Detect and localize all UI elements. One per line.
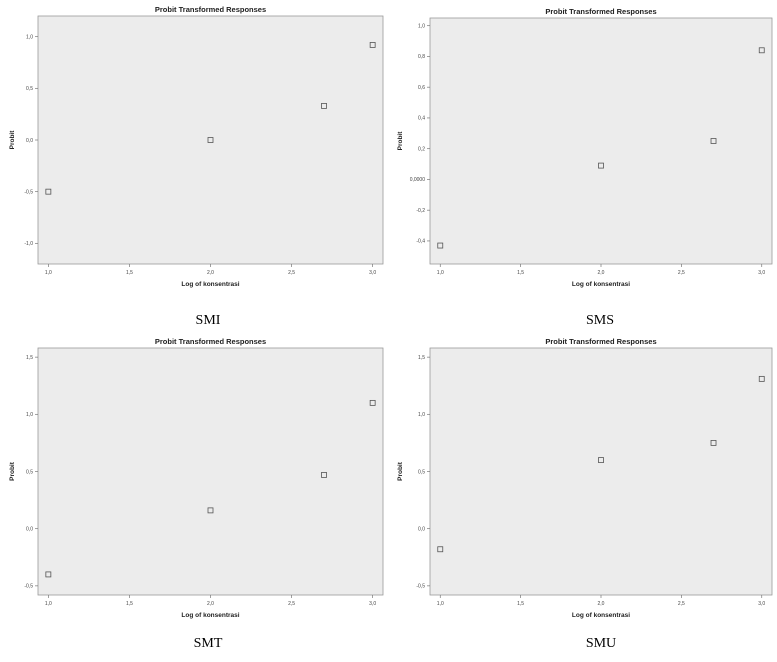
y-tick-label: 0,0 <box>26 526 33 532</box>
plot-area <box>429 17 773 265</box>
data-point <box>45 188 52 195</box>
chart-sms: Probit Transformed Responses Log of konse… <box>397 7 773 288</box>
y-tick-label: 0,0 <box>26 138 33 144</box>
chart-title: Probit Transformed Responses <box>155 337 266 346</box>
y-tick-label: 1,0 <box>418 23 425 29</box>
chart-title: Probit Transformed Responses <box>545 337 656 346</box>
x-tick-label: 1,0 <box>437 270 444 276</box>
y-tick-label: -0,2 <box>416 208 425 214</box>
y-tick-label: 1,5 <box>26 355 33 361</box>
plot-area <box>37 347 384 596</box>
plot-area <box>37 15 384 265</box>
x-tick-label: 2,5 <box>678 270 685 276</box>
chart-title: Probit Transformed Responses <box>545 7 656 16</box>
x-axis-label: Log of konsentrasi <box>181 281 239 288</box>
chart-smi: Probit Transformed Responses Log of konse… <box>9 5 384 288</box>
x-axis-label: Log of konsentrasi <box>572 612 630 619</box>
data-point <box>758 47 765 54</box>
y-tick-label: -1,0 <box>24 241 33 247</box>
data-point <box>598 457 604 463</box>
caption-smt: SMT <box>193 636 223 651</box>
y-tick-label: 0,0000 <box>410 177 426 183</box>
data-point <box>207 137 214 143</box>
chart-title: Probit Transformed Responses <box>155 5 266 14</box>
y-tick-label: 0,6 <box>418 85 425 91</box>
y-axis-label: Probit <box>397 461 404 481</box>
y-axis-label: Probit <box>9 130 16 150</box>
data-point <box>207 507 214 514</box>
chart-panel-sms: Probit Transformed Responses Log of konse… <box>388 0 777 312</box>
chart-panel-smt: Probit Transformed Responses Log of konse… <box>0 333 388 636</box>
data-point <box>598 162 604 169</box>
x-tick-label: 1,0 <box>437 601 444 607</box>
data-point <box>758 375 765 382</box>
x-tick-label: 1,0 <box>45 601 52 607</box>
y-tick-label: 0,0 <box>418 526 425 532</box>
caption-sms: SMS <box>585 313 615 328</box>
y-tick-label: 0,2 <box>418 146 425 152</box>
x-tick-label: 1,0 <box>45 270 52 276</box>
caption-smu: SMU <box>585 636 617 651</box>
chart-panel-smu: Probit Transformed Responses Log of konse… <box>388 333 777 636</box>
plot-area <box>429 347 773 596</box>
data-point <box>710 138 717 144</box>
data-point <box>321 103 327 109</box>
y-tick-label: 0,8 <box>418 54 425 60</box>
chart-smu: Probit Transformed Responses Log of konse… <box>397 337 773 619</box>
y-tick-label: 0,5 <box>26 86 33 92</box>
y-tick-label: -0,4 <box>416 239 425 245</box>
caption-smi: SMI <box>195 313 221 328</box>
x-tick-label: 1,5 <box>126 270 133 276</box>
x-tick-label: 2,5 <box>288 601 295 607</box>
x-tick-label: 2,0 <box>207 270 214 276</box>
y-axis-label: Probit <box>9 461 16 481</box>
y-tick-label: 1,0 <box>418 412 425 418</box>
y-tick-label: 0,5 <box>26 469 33 475</box>
x-axis-label: Log of konsentrasi <box>572 281 630 288</box>
x-tick-label: 1,5 <box>126 601 133 607</box>
y-tick-label: 1,0 <box>26 412 33 418</box>
x-tick-label: 3,0 <box>369 601 376 607</box>
x-tick-label: 1,5 <box>517 270 524 276</box>
data-point <box>437 242 444 249</box>
x-axis-label: Log of konsentrasi <box>181 612 239 619</box>
data-point <box>369 399 376 406</box>
y-tick-label: 1,5 <box>418 355 425 361</box>
x-tick-label: 2,5 <box>288 270 295 276</box>
x-tick-label: 3,0 <box>369 270 376 276</box>
x-tick-label: 1,5 <box>517 601 524 607</box>
y-tick-label: -0,5 <box>24 189 33 195</box>
y-tick-label: 0,5 <box>418 469 425 475</box>
chart-panel-smi: Probit Transformed Responses Log of konse… <box>0 0 388 312</box>
x-tick-label: 3,0 <box>758 601 765 607</box>
x-tick-label: 2,0 <box>598 601 605 607</box>
x-tick-label: 2,0 <box>598 270 605 276</box>
data-point <box>437 546 444 553</box>
x-tick-label: 3,0 <box>758 270 765 276</box>
x-tick-label: 2,0 <box>207 601 214 607</box>
y-tick-label: 0,4 <box>418 116 425 122</box>
y-tick-label: -0,5 <box>24 584 33 590</box>
data-point <box>710 440 717 446</box>
y-tick-label: 1,0 <box>26 34 33 40</box>
y-tick-label: -0,5 <box>416 584 425 590</box>
y-axis-label: Probit <box>397 131 404 151</box>
data-point <box>321 472 327 478</box>
chart-smt: Probit Transformed Responses Log of konse… <box>9 337 384 619</box>
data-point <box>369 42 376 48</box>
x-tick-label: 2,5 <box>678 601 685 607</box>
data-point <box>45 571 52 578</box>
